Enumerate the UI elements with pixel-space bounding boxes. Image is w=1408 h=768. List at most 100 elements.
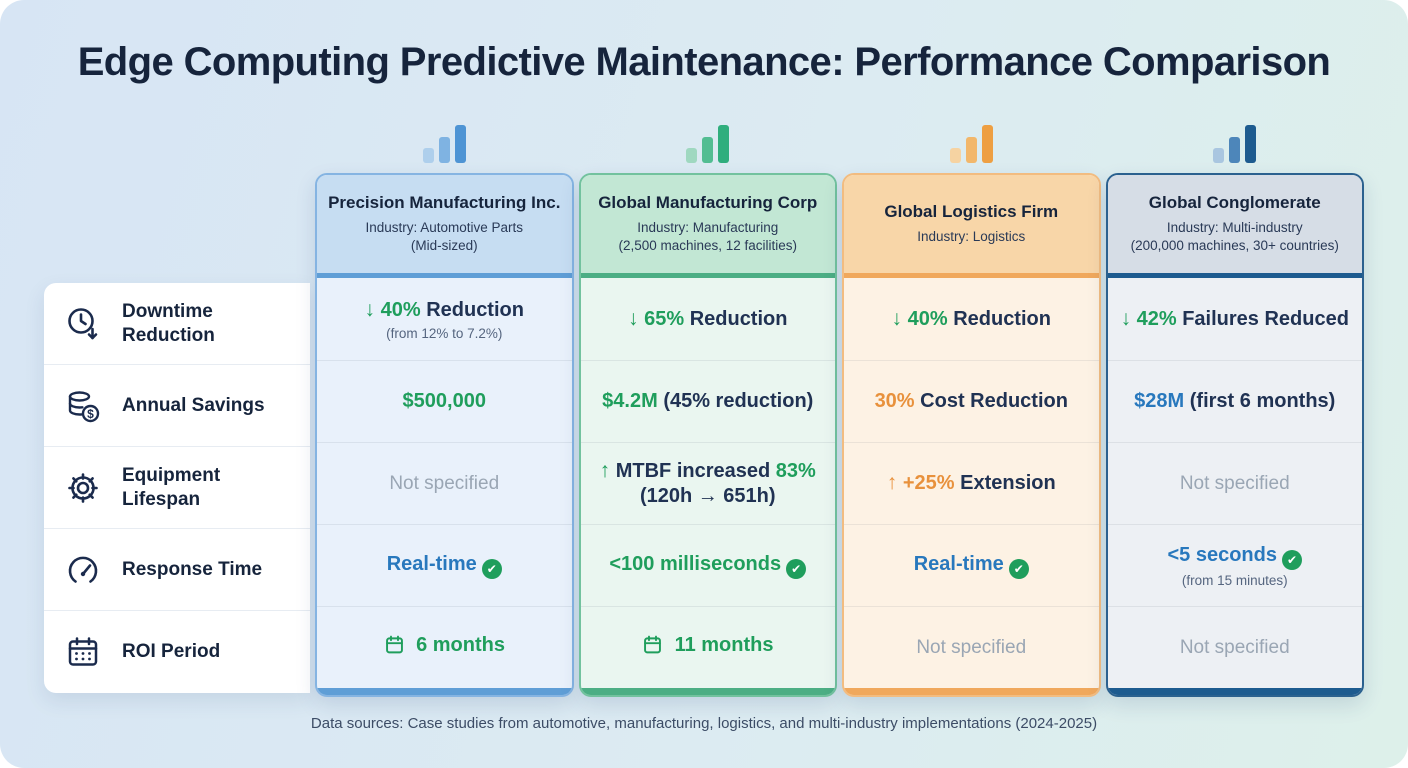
cell-value: Real-time ✔ [914, 552, 1029, 580]
trend-arrow-icon: ↑ [599, 458, 611, 482]
column-header: Global Conglomerate Industry: Multi-indu… [1107, 175, 1362, 278]
trend-arrow-icon: ↓ [1120, 306, 1132, 330]
table-cell: $4.2M (45% reduction) [580, 360, 835, 442]
metric-label: Equipment Lifespan [122, 465, 221, 510]
metric-row-lifespan: Equipment Lifespan [44, 447, 310, 529]
cell-accent: 40% [907, 307, 948, 330]
table-cell: $500,000 [317, 360, 572, 442]
bar [702, 137, 714, 163]
column-footer-stripe [844, 688, 1099, 695]
cell-accent: 42% [1136, 307, 1177, 330]
metric-label: Annual Savings [122, 394, 265, 416]
cell-value: Not specified [1180, 635, 1290, 660]
bar [438, 137, 450, 163]
cell-accent: $4.2M [602, 390, 658, 412]
check-icon: ✔ [481, 559, 502, 580]
cell-accent: <5 seconds [1167, 543, 1277, 566]
cell-text: (120h → 651h) [639, 485, 776, 508]
bar [981, 125, 993, 163]
company-name: Global Conglomerate [1148, 192, 1321, 212]
company-industry: Industry: Multi-industry [1166, 219, 1303, 235]
bar [1213, 148, 1225, 163]
comparison-table: Downtime Reduction $ Annual Savings Equi… [0, 109, 1408, 697]
column-panel: Precision Manufacturing Inc. Industry: A… [315, 173, 574, 697]
cell-value: 11 months [642, 633, 773, 662]
cell-value: ↑ +25% Extension [887, 470, 1056, 496]
svg-text:$: $ [87, 406, 94, 420]
table-cell: Not specified [1107, 606, 1362, 688]
cell-value: Not specified [389, 471, 499, 496]
metric-label: Downtime Reduction [122, 301, 215, 346]
table-cell: Not specified [844, 606, 1099, 688]
company-industry-detail: (200,000 machines, 30+ countries) [1130, 238, 1339, 253]
column-header: Global Manufacturing Corp Industry: Manu… [580, 175, 835, 278]
cell-value: 6 months [384, 633, 505, 662]
company-industry-detail: (Mid-sized) [410, 238, 478, 253]
check-icon: ✔ [1008, 559, 1029, 580]
table-cell: Real-time ✔ [844, 524, 1099, 606]
cell-value: ↓ 40% Reduction [892, 306, 1051, 332]
company-name: Global Manufacturing Corp [598, 192, 818, 212]
clock-arrow-down-icon [62, 303, 104, 345]
trend-arrow-icon: ↑ [886, 471, 898, 495]
cell-accent: $28M [1134, 390, 1185, 412]
table-cell: <5 seconds ✔ (from 15 minutes) [1107, 524, 1362, 606]
cell-text: Cost Reduction [920, 390, 1068, 412]
cell-accent: 11 months [674, 634, 774, 656]
cell-text: Extension [960, 472, 1056, 495]
company-column: Global Logistics Firm Industry: Logistic… [842, 109, 1101, 697]
bar [718, 125, 730, 163]
cell-text: (first 6 months) [1189, 390, 1336, 412]
column-panel: Global Manufacturing Corp Industry: Manu… [578, 173, 837, 697]
column-header: Global Logistics Firm Industry: Logistic… [844, 175, 1099, 278]
page-title: Edge Computing Predictive Maintenance: P… [77, 40, 1331, 84]
metric-label: ROI Period [122, 641, 221, 663]
metric-label: Response Time [122, 558, 263, 580]
table-cell: 30% Cost Reduction [844, 360, 1099, 442]
cell-value: <5 seconds ✔ [1167, 543, 1302, 571]
table-cell: 6 months [317, 606, 572, 688]
table-cell: Real-time ✔ [317, 524, 572, 606]
bar [454, 125, 466, 163]
bar [1229, 137, 1241, 163]
cell-value: $28M (first 6 months) [1134, 389, 1335, 414]
cell-muted-text: Not specified [389, 473, 500, 494]
gauge-icon [62, 549, 104, 591]
cell-value: ↓ 65% Reduction [628, 306, 787, 332]
bar [949, 148, 961, 163]
metric-row-savings: $ Annual Savings [44, 365, 310, 447]
cell-value: <100 milliseconds ✔ [609, 552, 807, 580]
cell-muted-text: Not specified [916, 637, 1027, 658]
company-industry: Industry: Manufacturing [637, 219, 779, 235]
bar-chart-icon [579, 109, 838, 173]
cell-value: Real-time ✔ [387, 552, 502, 580]
trend-arrow-icon: ↓ [628, 306, 639, 330]
cell-accent: +25% [902, 472, 955, 495]
table-cell: Not specified [1107, 442, 1362, 524]
table-cell: 11 months [580, 606, 835, 688]
bar [686, 148, 698, 163]
calendar-icon [62, 631, 104, 673]
column-panel: Global Logistics Firm Industry: Logistic… [842, 173, 1101, 697]
cell-text: Reduction [426, 298, 524, 321]
cell-value: ↓ 42% Failures Reduced [1121, 306, 1349, 332]
cell-value: 30% Cost Reduction [875, 389, 1068, 414]
cell-accent: 30% [874, 390, 915, 412]
company-column: Precision Manufacturing Inc. Industry: A… [315, 109, 574, 697]
cell-text: Reduction [689, 307, 788, 330]
table-cell: <100 milliseconds ✔ [580, 524, 835, 606]
table-cell: ↓ 40% Reduction [844, 278, 1099, 360]
metric-row-downtime: Downtime Reduction [44, 283, 310, 365]
check-icon: ✔ [1282, 550, 1302, 571]
bar [965, 137, 977, 163]
column-panel: Global Conglomerate Industry: Multi-indu… [1105, 173, 1364, 697]
bar [1245, 125, 1257, 163]
bar [422, 148, 434, 163]
metric-row-response: Response Time [44, 529, 310, 611]
calendar-icon [642, 634, 663, 662]
cell-value: Not specified [1180, 471, 1290, 496]
company-name: Global Logistics Firm [884, 201, 1059, 221]
cell-accent: <100 milliseconds [609, 552, 782, 575]
column-footer-stripe [317, 688, 572, 695]
